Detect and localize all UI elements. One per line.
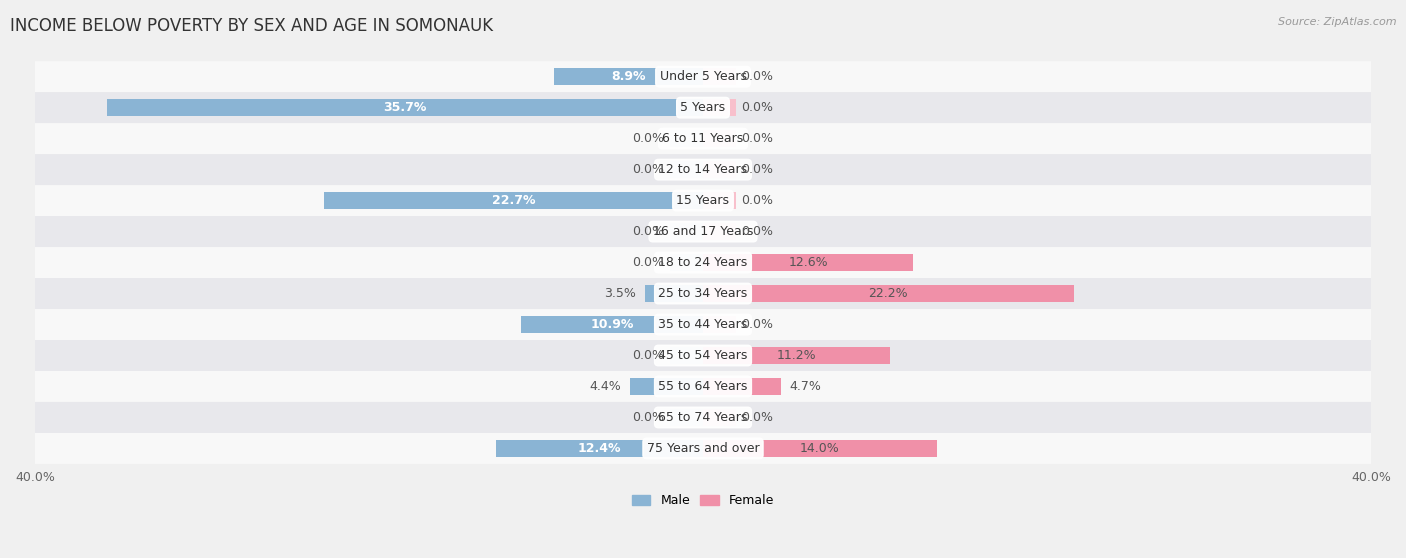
Text: 0.0%: 0.0% <box>741 318 773 331</box>
Bar <box>669 223 703 240</box>
Text: 0.0%: 0.0% <box>741 132 773 145</box>
Bar <box>703 161 737 178</box>
Text: 0.0%: 0.0% <box>633 256 665 269</box>
Text: 0.0%: 0.0% <box>633 349 665 362</box>
Bar <box>703 68 737 85</box>
Text: Under 5 Years: Under 5 Years <box>659 70 747 83</box>
Bar <box>630 378 703 395</box>
Text: 0.0%: 0.0% <box>741 70 773 83</box>
Bar <box>554 68 703 85</box>
Bar <box>703 316 737 333</box>
Text: 12.6%: 12.6% <box>789 256 828 269</box>
FancyBboxPatch shape <box>35 123 1371 154</box>
Text: 0.0%: 0.0% <box>741 411 773 424</box>
Bar <box>669 161 703 178</box>
Bar <box>703 130 737 147</box>
Bar <box>703 285 1074 302</box>
Text: 5 Years: 5 Years <box>681 101 725 114</box>
Legend: Male, Female: Male, Female <box>627 489 779 512</box>
Bar <box>669 130 703 147</box>
Text: 0.0%: 0.0% <box>633 411 665 424</box>
Text: 0.0%: 0.0% <box>741 163 773 176</box>
FancyBboxPatch shape <box>35 92 1371 123</box>
Text: INCOME BELOW POVERTY BY SEX AND AGE IN SOMONAUK: INCOME BELOW POVERTY BY SEX AND AGE IN S… <box>10 17 494 35</box>
Bar <box>703 254 914 271</box>
FancyBboxPatch shape <box>35 61 1371 92</box>
Text: 18 to 24 Years: 18 to 24 Years <box>658 256 748 269</box>
Text: 0.0%: 0.0% <box>741 101 773 114</box>
FancyBboxPatch shape <box>35 278 1371 309</box>
Bar <box>703 409 737 426</box>
Text: 16 and 17 Years: 16 and 17 Years <box>652 225 754 238</box>
Text: 12.4%: 12.4% <box>578 442 621 455</box>
Bar <box>107 99 703 116</box>
Text: 4.7%: 4.7% <box>790 380 821 393</box>
Text: 14.0%: 14.0% <box>800 442 839 455</box>
Text: 75 Years and over: 75 Years and over <box>647 442 759 455</box>
Bar <box>669 254 703 271</box>
Text: 0.0%: 0.0% <box>633 132 665 145</box>
FancyBboxPatch shape <box>35 402 1371 433</box>
Text: 3.5%: 3.5% <box>605 287 636 300</box>
Text: 10.9%: 10.9% <box>591 318 634 331</box>
FancyBboxPatch shape <box>35 185 1371 216</box>
Text: 35 to 44 Years: 35 to 44 Years <box>658 318 748 331</box>
FancyBboxPatch shape <box>35 371 1371 402</box>
Bar <box>703 223 737 240</box>
FancyBboxPatch shape <box>35 340 1371 371</box>
Text: 22.7%: 22.7% <box>492 194 536 207</box>
Bar <box>703 99 737 116</box>
Text: 4.4%: 4.4% <box>589 380 621 393</box>
Text: 8.9%: 8.9% <box>612 70 645 83</box>
Bar <box>703 192 737 209</box>
Bar <box>703 440 936 457</box>
Bar <box>669 347 703 364</box>
Text: 45 to 54 Years: 45 to 54 Years <box>658 349 748 362</box>
Text: 0.0%: 0.0% <box>741 225 773 238</box>
Text: Source: ZipAtlas.com: Source: ZipAtlas.com <box>1278 17 1396 27</box>
Text: 0.0%: 0.0% <box>633 163 665 176</box>
Text: 0.0%: 0.0% <box>741 194 773 207</box>
FancyBboxPatch shape <box>35 433 1371 464</box>
FancyBboxPatch shape <box>35 154 1371 185</box>
Bar <box>669 409 703 426</box>
Bar <box>644 285 703 302</box>
FancyBboxPatch shape <box>35 309 1371 340</box>
Text: 6 to 11 Years: 6 to 11 Years <box>662 132 744 145</box>
Bar <box>496 440 703 457</box>
Bar <box>522 316 703 333</box>
FancyBboxPatch shape <box>35 216 1371 247</box>
Text: 15 Years: 15 Years <box>676 194 730 207</box>
Text: 55 to 64 Years: 55 to 64 Years <box>658 380 748 393</box>
Text: 12 to 14 Years: 12 to 14 Years <box>658 163 748 176</box>
Bar <box>703 347 890 364</box>
Bar <box>703 378 782 395</box>
Text: 11.2%: 11.2% <box>776 349 817 362</box>
FancyBboxPatch shape <box>35 247 1371 278</box>
Text: 25 to 34 Years: 25 to 34 Years <box>658 287 748 300</box>
Text: 22.2%: 22.2% <box>869 287 908 300</box>
Bar <box>323 192 703 209</box>
Text: 65 to 74 Years: 65 to 74 Years <box>658 411 748 424</box>
Text: 35.7%: 35.7% <box>384 101 426 114</box>
Text: 0.0%: 0.0% <box>633 225 665 238</box>
